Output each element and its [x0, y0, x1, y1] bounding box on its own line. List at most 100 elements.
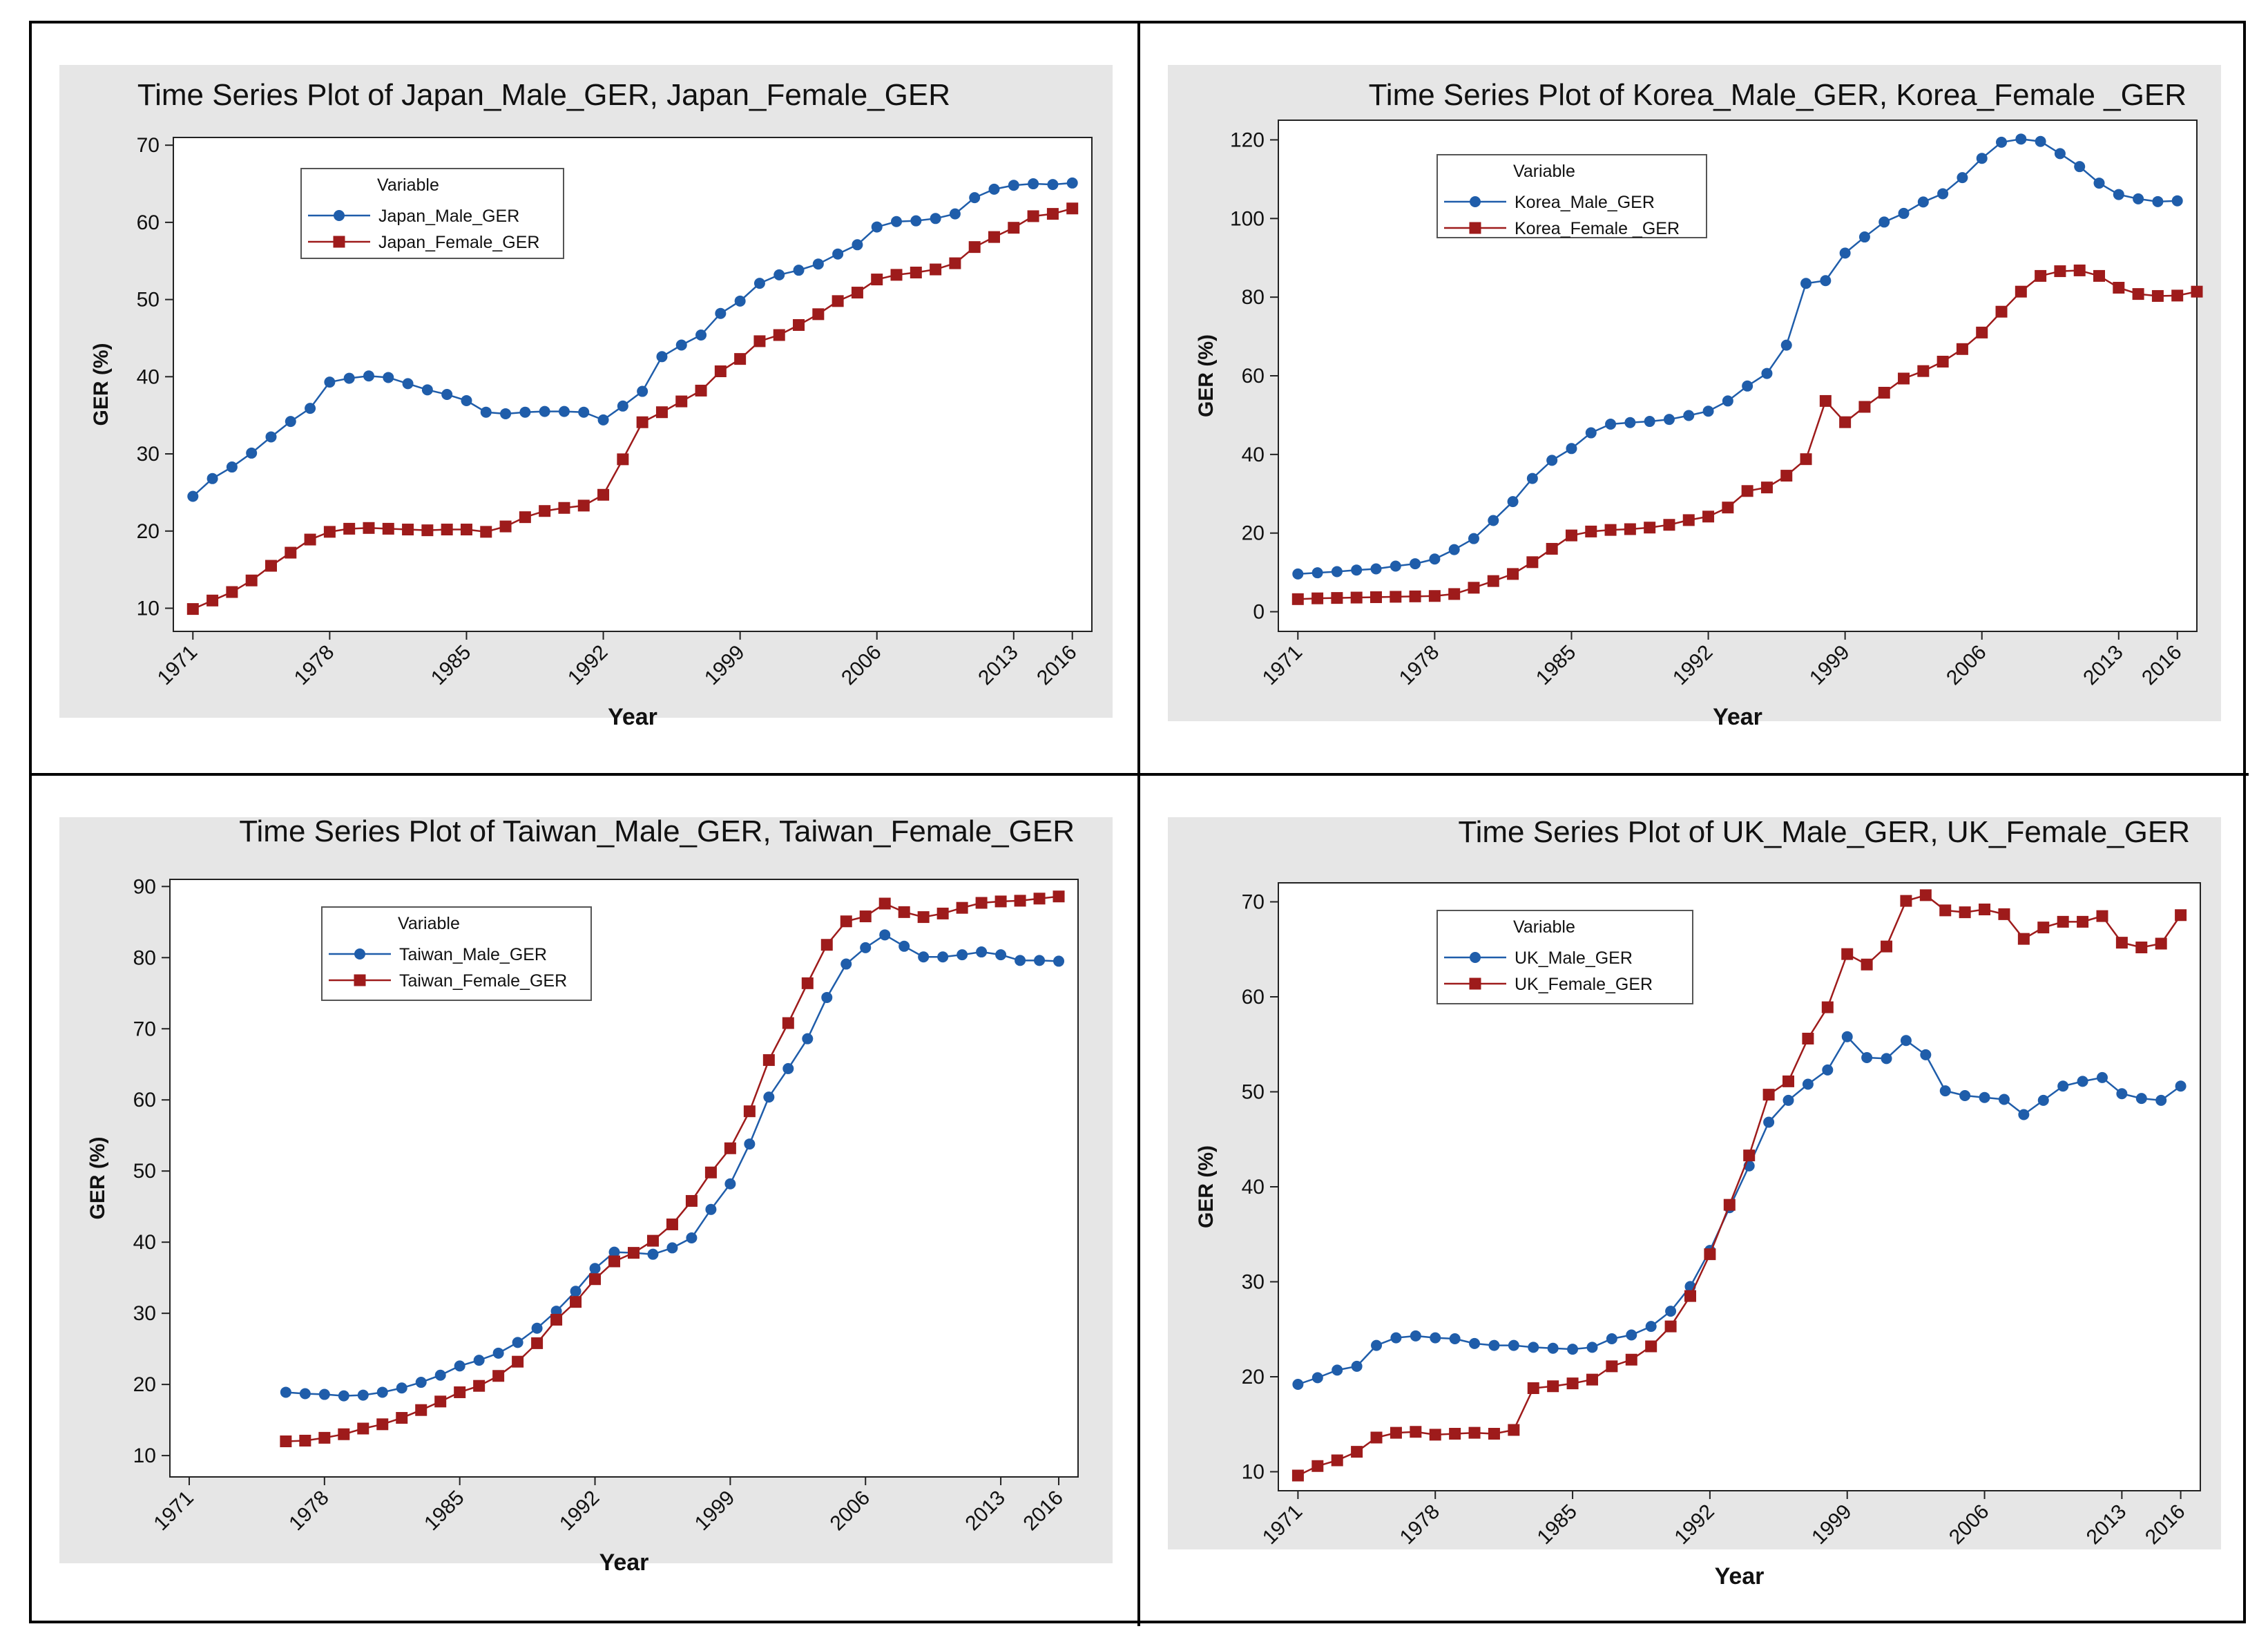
- male-data-point: [1822, 1064, 1834, 1076]
- male-data-point: [1624, 417, 1636, 428]
- male-data-point: [2057, 1080, 2069, 1092]
- male-data-point: [376, 1386, 388, 1398]
- female-data-point: [1881, 940, 1893, 953]
- female-data-point: [402, 524, 414, 536]
- male-data-point: [318, 1388, 330, 1400]
- female-data-point: [357, 1422, 369, 1435]
- male-data-point: [1959, 1090, 1971, 1101]
- male-data-point: [1448, 544, 1460, 555]
- female-data-point: [1956, 343, 1968, 355]
- male-data-point: [937, 951, 949, 963]
- female-data-point: [1311, 1460, 1324, 1472]
- female-data-point: [531, 1337, 544, 1349]
- male-data-point: [1683, 410, 1695, 421]
- legend: Variable Korea_Male_GER Korea_Female _GER: [1436, 154, 1707, 238]
- male-data-point: [363, 370, 374, 382]
- male-data-point: [1878, 216, 1890, 228]
- male-data-point: [617, 400, 628, 412]
- male-data-point: [1976, 153, 1988, 164]
- female-data-point: [695, 384, 707, 397]
- female-data-point: [265, 560, 277, 572]
- korea-chart-panel: Time Series Plot of Korea_Male_GER, Kore…: [1140, 23, 2245, 773]
- x-axis-label: Year: [608, 704, 657, 730]
- female-data-point: [1682, 514, 1695, 526]
- female-data-point: [1762, 1089, 1775, 1101]
- female-data-point: [1014, 895, 1026, 907]
- female-data-point: [2113, 281, 2125, 294]
- female-data-point: [636, 416, 648, 428]
- female-data-point: [1722, 502, 1734, 514]
- female-data-point: [793, 318, 805, 331]
- male-data-point: [1292, 568, 1304, 580]
- y-axis-label: GER (%): [1195, 334, 1218, 417]
- y-tick-label: 80: [133, 946, 156, 969]
- male-data-point: [343, 372, 355, 384]
- female-data-point: [655, 406, 668, 419]
- male-data-point: [763, 1091, 775, 1103]
- male-data-point: [531, 1322, 543, 1334]
- female-data-point: [1782, 1075, 1795, 1087]
- male-data-point: [1979, 1091, 1990, 1103]
- male-data-point: [512, 1337, 523, 1348]
- male-data-point: [1605, 419, 1617, 430]
- female-data-point: [949, 257, 961, 269]
- chart-title: Time Series Plot of Taiwan_Male_GER, Tai…: [239, 814, 1075, 848]
- female-data-point: [1527, 1382, 1539, 1394]
- male-data-point: [1742, 380, 1753, 392]
- male-data-point: [1800, 278, 1812, 289]
- male-data-point: [1449, 1333, 1461, 1344]
- female-data-point: [1350, 591, 1363, 604]
- female-data-point: [460, 524, 472, 536]
- female-data-point: [1760, 481, 1773, 494]
- female-series: [1291, 889, 2187, 1482]
- legend-box: [1436, 154, 1707, 238]
- male-data-point: [2135, 1093, 2147, 1105]
- y-tick-label: 20: [1242, 1366, 1265, 1388]
- legend-label: Korea_Female _GER: [1515, 219, 1680, 238]
- male-data-point: [715, 307, 727, 319]
- y-tick-label: 10: [133, 1444, 156, 1467]
- female-data-point: [753, 335, 766, 347]
- y-tick-label: 100: [1230, 207, 1265, 230]
- male-data-point: [2133, 193, 2144, 204]
- female-data-point: [1841, 948, 1854, 960]
- female-data-point: [1585, 525, 1597, 537]
- y-tick-label: 50: [1242, 1081, 1265, 1104]
- y-tick-label: 20: [133, 1373, 156, 1396]
- male-data-point: [1370, 563, 1382, 575]
- female-data-point: [1487, 575, 1499, 587]
- legend-label: Taiwan_Male_GER: [399, 945, 547, 964]
- female-data-point: [2015, 285, 2027, 298]
- legend: Variable Japan_Male_GER Japan_Female_GER: [300, 168, 564, 259]
- male-data-point: [1390, 560, 1401, 572]
- legend: Variable UK_Male_GER UK_Female_GER: [1436, 910, 1693, 1004]
- female-data-point: [492, 1370, 505, 1382]
- male-data-point: [1839, 247, 1851, 259]
- male-data-point: [1626, 1329, 1637, 1341]
- male-data-point: [338, 1390, 349, 1402]
- male-series-line: [1298, 138, 2178, 575]
- female-data-point: [608, 1255, 621, 1268]
- female-data-point: [1976, 326, 1988, 338]
- female-data-point: [1937, 356, 1949, 368]
- female-data-point: [1351, 1446, 1363, 1458]
- female-data-point: [1723, 1199, 1736, 1211]
- male-data-point: [1468, 533, 1479, 544]
- female-data-point: [910, 267, 922, 279]
- male-data-point: [434, 1369, 446, 1381]
- male-data-point: [1526, 473, 1538, 484]
- female-data-point: [1919, 889, 1932, 901]
- female-data-point: [1053, 890, 1065, 903]
- male-data-point: [1996, 136, 2008, 148]
- female-data-point: [685, 1194, 698, 1207]
- female-data-point: [930, 263, 942, 276]
- female-data-point: [1526, 556, 1539, 569]
- female-data-point: [1702, 510, 1715, 523]
- male-data-point: [2116, 1088, 2128, 1100]
- female-data-point: [1046, 208, 1059, 220]
- female-data-point: [2035, 269, 2047, 282]
- male-data-point: [558, 405, 570, 417]
- legend-marker: [1470, 196, 1481, 207]
- female-data-point: [714, 365, 727, 378]
- male-data-point: [421, 384, 433, 396]
